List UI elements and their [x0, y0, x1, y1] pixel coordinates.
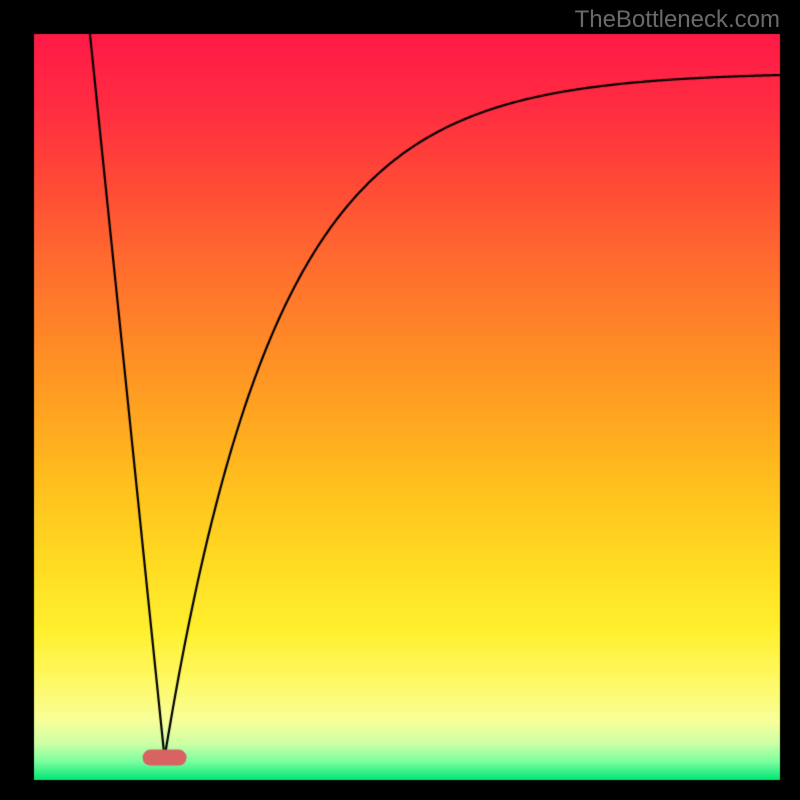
watermark-text: TheBottleneck.com [575, 6, 780, 34]
bottleneck-chart-canvas [0, 0, 800, 800]
chart-container: TheBottleneck.com [0, 0, 800, 800]
